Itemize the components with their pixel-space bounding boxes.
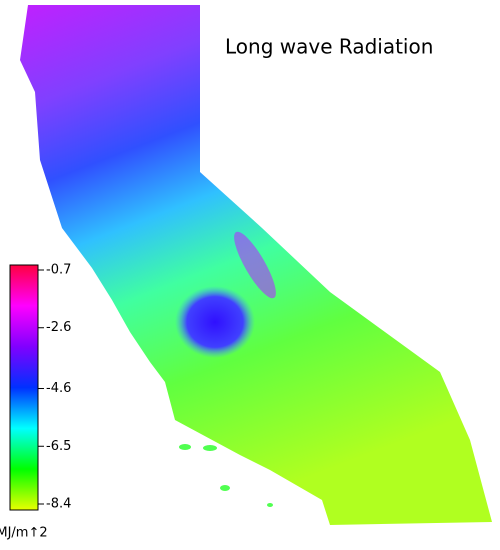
island xyxy=(220,485,230,491)
central-valley-low xyxy=(175,286,255,358)
island xyxy=(179,444,191,450)
colorbar-tick-label: -8.4 xyxy=(46,497,71,512)
colorbar-tick-label: -6.5 xyxy=(46,439,71,454)
colorbar-ramp xyxy=(9,264,39,511)
map-title: Long wave Radiation xyxy=(225,35,433,59)
colorbar-unit: MJ/m↑2 xyxy=(0,526,48,541)
colorbar: -0.7 -2.6 -4.6 -6.5 -8.4 xyxy=(9,263,71,512)
colorbar-tick-label: -0.7 xyxy=(46,263,71,278)
california-map xyxy=(20,5,492,525)
island xyxy=(267,503,273,507)
island xyxy=(203,445,217,451)
sierra-high xyxy=(234,231,276,299)
colorbar-tick-label: -2.6 xyxy=(46,320,71,335)
colorbar-tick-label: -4.6 xyxy=(46,381,71,396)
